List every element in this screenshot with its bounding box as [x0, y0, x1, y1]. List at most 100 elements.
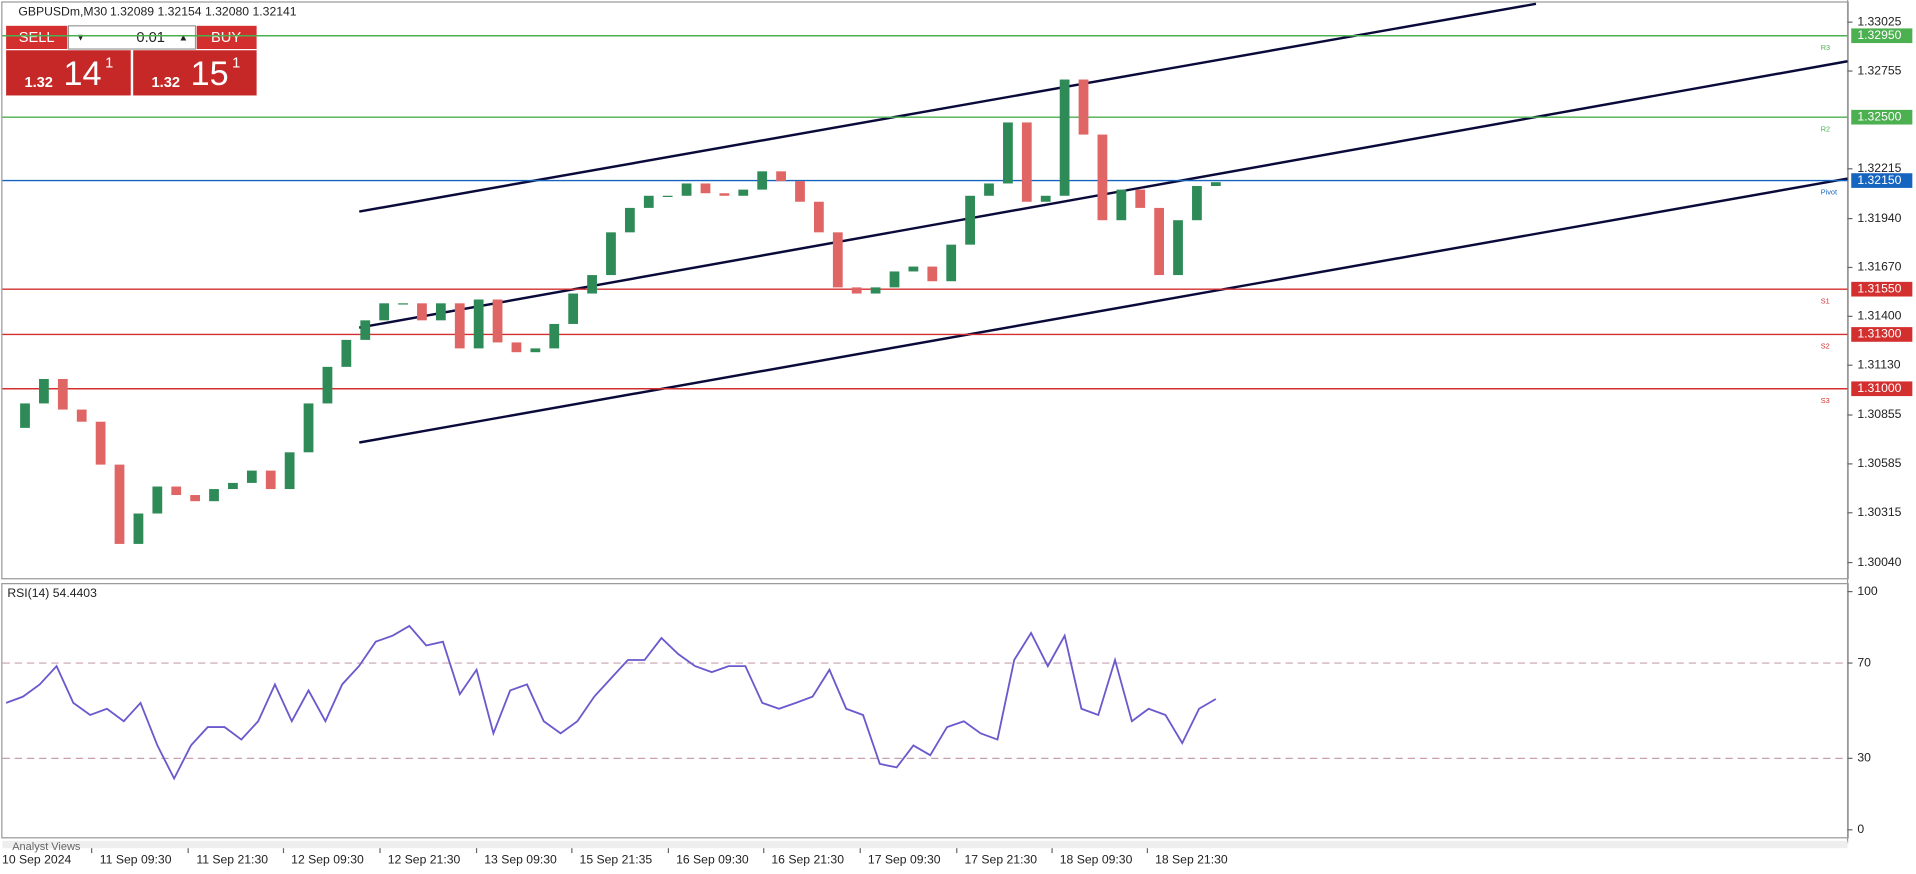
candle: [417, 303, 427, 321]
buy-frac: 1: [232, 56, 240, 72]
candle: [95, 421, 106, 465]
sell-big: 1.32: [24, 75, 53, 91]
candle: [776, 171, 786, 182]
footer-tab[interactable]: Analyst Views: [12, 841, 81, 853]
candle: [832, 232, 843, 288]
candle: [757, 171, 768, 190]
candle: [965, 195, 975, 245]
y-tick-label: 100: [1857, 584, 1878, 598]
level-label: 1.31550: [1857, 281, 1901, 295]
candle: [870, 287, 881, 294]
level-label: 1.32150: [1857, 173, 1901, 187]
x-label: 16 Sep 21:30: [771, 853, 844, 867]
candle: [228, 482, 238, 490]
candle: [284, 452, 295, 490]
tab-bar: [2, 840, 1848, 849]
sell-frac: 1: [105, 56, 113, 72]
x-label: 12 Sep 21:30: [388, 853, 461, 867]
lot-input[interactable]: [67, 25, 197, 50]
candle: [606, 232, 616, 276]
buy-big: 1.32: [152, 75, 181, 91]
level-label: 1.32950: [1857, 28, 1901, 42]
x-label: 13 Sep 09:30: [484, 853, 557, 867]
candle: [209, 489, 219, 502]
candle: [379, 303, 390, 321]
candle: [435, 303, 446, 321]
candle: [700, 183, 711, 194]
y-tick-label: 70: [1857, 655, 1871, 669]
candle: [851, 287, 862, 294]
y-tick-label: 1.30040: [1857, 555, 1901, 569]
candle: [39, 378, 49, 404]
candle: [908, 266, 919, 272]
candle: [1059, 79, 1070, 196]
candle: [719, 193, 730, 196]
level-name: S3: [1821, 396, 1830, 405]
sell-pips: 14: [64, 55, 102, 93]
candle: [152, 486, 163, 514]
candle: [889, 271, 900, 288]
candle: [984, 183, 994, 196]
buy-button[interactable]: [196, 25, 257, 50]
buy-pips: 15: [191, 55, 229, 93]
lot-up[interactable]: ▲: [178, 33, 188, 44]
sell-button[interactable]: [6, 25, 68, 50]
rsi-line: [5, 624, 1217, 781]
candle: [511, 342, 522, 353]
x-label: 17 Sep 09:30: [868, 853, 941, 867]
candle: [1173, 220, 1183, 276]
candle: [114, 464, 125, 544]
level-name: R3: [1821, 43, 1830, 52]
candle: [1021, 122, 1032, 202]
y-tick-label: 0: [1857, 822, 1864, 836]
level-box: [1851, 281, 1913, 297]
level-name: S1: [1821, 296, 1830, 305]
candle: [133, 513, 144, 544]
x-label: 17 Sep 21:30: [964, 853, 1037, 867]
channel-bottom: [359, 177, 1848, 444]
candle: [303, 403, 314, 453]
lot-down[interactable]: ▼: [76, 33, 86, 44]
candle: [341, 339, 352, 367]
candle: [587, 275, 597, 294]
x-label: 11 Sep 09:30: [100, 853, 172, 867]
level-label: 1.31300: [1857, 327, 1901, 341]
candle: [1154, 207, 1165, 276]
lot-value: 0.01: [136, 30, 165, 46]
candle: [1116, 189, 1127, 221]
candle: [795, 181, 805, 202]
candle: [322, 366, 333, 404]
candle: [568, 293, 579, 324]
x-label: 10 Sep 2024: [2, 853, 71, 867]
candle: [360, 320, 371, 340]
candle: [681, 183, 692, 196]
buy-label: BUY: [211, 30, 241, 46]
sell-price[interactable]: [6, 50, 131, 96]
candle: [265, 470, 276, 490]
level-box: [1851, 327, 1913, 342]
candle: [454, 303, 465, 349]
y-tick-label: 1.33025: [1857, 14, 1901, 28]
y-tick-label: 1.31130: [1857, 357, 1900, 371]
y-tick-label: 1.30315: [1857, 505, 1901, 519]
buy-price[interactable]: [133, 50, 257, 96]
x-label: 16 Sep 09:30: [676, 853, 749, 867]
level-label: 1.31000: [1857, 381, 1901, 395]
candle: [190, 495, 201, 502]
ohlc: 1.32089 1.32154 1.32080 1.32141: [110, 5, 297, 19]
y-tick-label: 30: [1857, 751, 1871, 765]
candle: [246, 470, 257, 483]
candle: [1192, 185, 1202, 221]
y-tick-label: 1.31670: [1857, 260, 1901, 274]
candle: [624, 207, 635, 233]
level-name: Pivot: [1821, 188, 1837, 197]
y-tick-label: 1.32755: [1857, 63, 1901, 77]
level-box: [1851, 109, 1913, 125]
y-tick-label: 1.31940: [1857, 211, 1901, 225]
candle: [20, 403, 30, 428]
y-tick-label: 1.32215: [1857, 161, 1901, 175]
candle: [1097, 134, 1108, 221]
channel-top: [359, 2, 1537, 213]
